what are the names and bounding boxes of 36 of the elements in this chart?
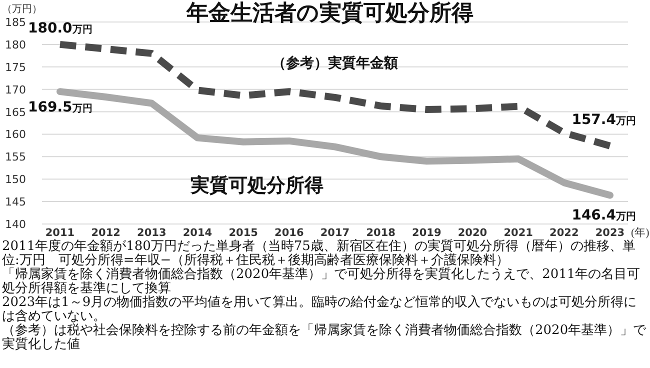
text: 2023年は1～9月の物価指数の平均値を用いて算出。臨時の給付金など恒常的収入でないものは可処分所得には含めていない。 <box>2 295 638 324</box>
x-tick-label: 2021 <box>504 227 533 239</box>
text: 2011年度の年金額が180万円だった単身者（当時75歳、新宿区在住）の実質可処分所得（暦年）の推移、単位:万円 可処分所得=年収−（所得税＋住民税＋後期高齢者医療保険料＋介護保険料） <box>2 239 636 268</box>
x-tick-label: 2019 <box>412 227 442 239</box>
x-tick-label: 2018 <box>366 227 396 239</box>
y-tick-label: 185 <box>5 16 26 29</box>
x-tick-label: 2016 <box>274 227 304 239</box>
text: （参考）は税や社会保険料を控除する前の年金額を「帰属家賃を除く消費者物価総合指数（2020年基準）」で実質化した値 <box>2 323 648 352</box>
y-tick-label: 165 <box>5 106 26 119</box>
chart-title: 年金生活者の実質可処分所得 <box>186 0 474 26</box>
y-axis-title: （万円） <box>2 4 42 15</box>
y-tick-label: 160 <box>5 128 26 142</box>
y-tick-label: 150 <box>5 173 26 186</box>
x-tick-label: 2013 <box>137 227 166 239</box>
x-tick-label: 2012 <box>91 227 120 239</box>
x-tick-label: 2011 <box>45 227 75 239</box>
data-label: 146.4万円 <box>572 207 636 224</box>
x-tick-label: 2022 <box>550 227 579 239</box>
x-tick-label: 2017 <box>320 227 350 239</box>
text: 「帰属家賃を除く消費者物価総合指数（2020年基準）」で可処分所得を実質化したうえで、2011年の名目可処分所得額を基準にして換算 <box>2 267 642 296</box>
y-tick-label: 145 <box>5 196 26 209</box>
x-tick-label: 2014 <box>182 227 212 239</box>
data-label: 180.0万円 <box>28 20 92 36</box>
x-axis-title: (年) <box>631 227 650 239</box>
y-tick-label: 155 <box>5 150 26 164</box>
x-tick-label: 2015 <box>228 227 258 239</box>
data-label: 157.4万円 <box>572 112 636 128</box>
x-tick-label: 2020 <box>458 227 488 239</box>
y-tick-label: 175 <box>5 60 26 74</box>
series-label: 実質可処分所得 <box>190 174 324 197</box>
x-tick-label: 2023 <box>595 227 625 239</box>
series-label: （参考）実質年金額 <box>272 54 398 72</box>
y-tick-label: 180 <box>5 38 26 52</box>
data-label: 169.5万円 <box>28 100 92 116</box>
y-tick-label: 140 <box>5 218 26 231</box>
y-tick-label: 170 <box>5 83 26 96</box>
